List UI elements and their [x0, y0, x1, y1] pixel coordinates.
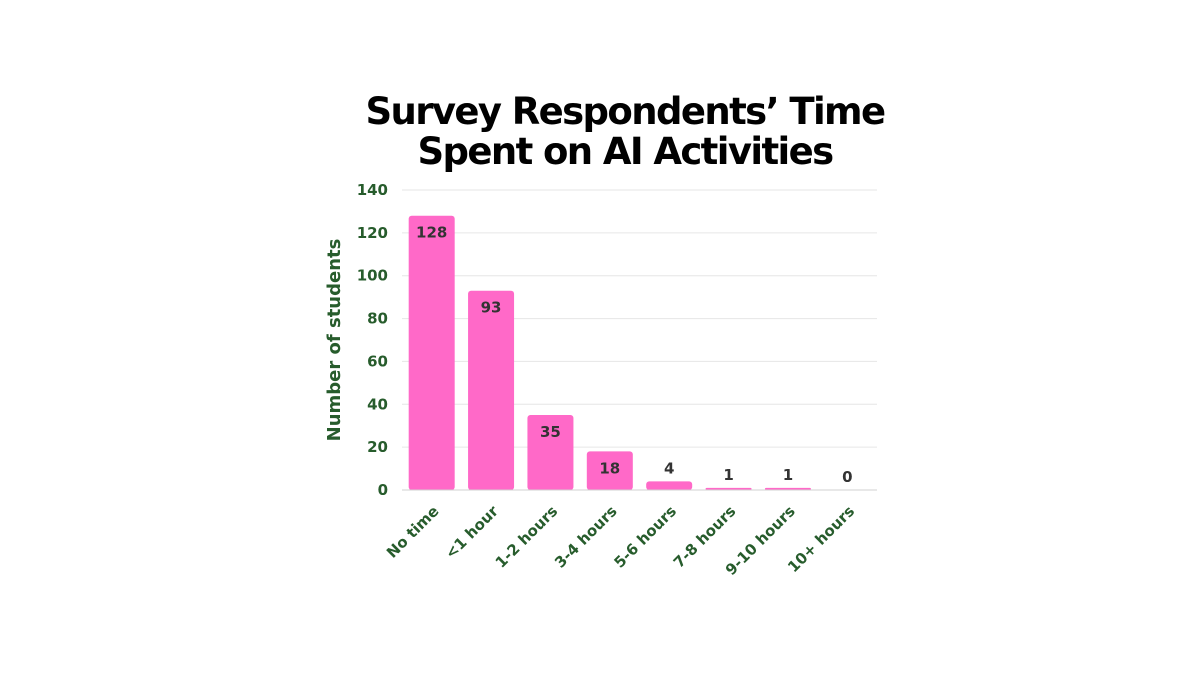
bar	[408, 215, 455, 490]
chart-title-line-1: Survey Respondents’ Time	[365, 90, 886, 133]
data-label: 1	[723, 466, 733, 484]
x-tick-label: 1-2 hours	[492, 502, 562, 572]
y-tick-label: 60	[367, 352, 388, 370]
bar	[527, 415, 574, 490]
bar	[586, 451, 633, 490]
data-label: 18	[599, 459, 620, 477]
bar	[764, 487, 811, 490]
data-label: 0	[842, 468, 852, 486]
x-tick-label: 5-6 hours	[610, 502, 680, 572]
bar	[646, 481, 693, 490]
x-tick-label: <1 hour	[442, 502, 503, 563]
x-tick-label: 3-4 hours	[551, 502, 621, 572]
bar	[468, 290, 515, 490]
y-tick-label: 20	[367, 438, 388, 456]
data-label: 128	[416, 224, 447, 242]
x-tick-label: No time	[383, 502, 443, 562]
y-tick-label: 40	[367, 395, 388, 413]
data-labels: 128 93 35 18 4 1 1 0	[416, 224, 853, 486]
bars	[408, 215, 811, 490]
data-label: 4	[664, 459, 674, 477]
y-axis-ticks: 0 20 40 60 80 100 120 140	[357, 181, 388, 499]
y-tick-label: 80	[367, 310, 388, 328]
y-tick-label: 100	[357, 267, 388, 285]
y-tick-label: 120	[357, 224, 388, 242]
data-label: 1	[783, 466, 793, 484]
chart-title: Survey Respondents’ Time Spent on AI Act…	[340, 92, 910, 172]
y-axis-title: Number of students	[324, 239, 345, 442]
data-label: 93	[481, 299, 502, 317]
data-label: 35	[540, 423, 561, 441]
chart-title-line-2: Spent on AI Activities	[417, 130, 834, 173]
bar	[705, 487, 752, 490]
y-tick-label: 0	[378, 481, 388, 499]
y-tick-label: 140	[357, 181, 388, 199]
